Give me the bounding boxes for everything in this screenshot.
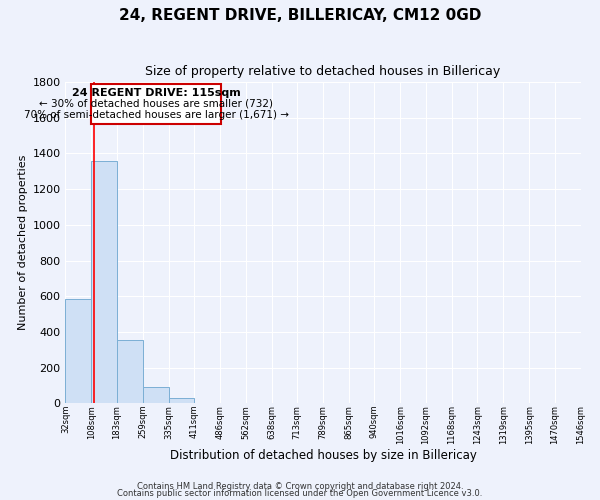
- FancyBboxPatch shape: [91, 84, 221, 124]
- Bar: [91, 162, 117, 404]
- Text: ← 30% of detached houses are smaller (732): ← 30% of detached houses are smaller (73…: [40, 99, 274, 109]
- Text: Contains public sector information licensed under the Open Government Licence v3: Contains public sector information licen…: [118, 490, 482, 498]
- Bar: [65, 299, 91, 404]
- X-axis label: Distribution of detached houses by size in Billericay: Distribution of detached houses by size …: [170, 450, 476, 462]
- Bar: [117, 340, 143, 404]
- Text: Contains HM Land Registry data © Crown copyright and database right 2024.: Contains HM Land Registry data © Crown c…: [137, 482, 463, 491]
- Bar: [169, 398, 194, 404]
- Bar: [194, 402, 220, 404]
- Y-axis label: Number of detached properties: Number of detached properties: [19, 155, 28, 330]
- Text: 24, REGENT DRIVE, BILLERICAY, CM12 0GD: 24, REGENT DRIVE, BILLERICAY, CM12 0GD: [119, 8, 481, 22]
- Title: Size of property relative to detached houses in Billericay: Size of property relative to detached ho…: [145, 65, 500, 78]
- Text: 70% of semi-detached houses are larger (1,671) →: 70% of semi-detached houses are larger (…: [24, 110, 289, 120]
- Bar: [143, 388, 169, 404]
- Text: 24 REGENT DRIVE: 115sqm: 24 REGENT DRIVE: 115sqm: [72, 88, 241, 98]
